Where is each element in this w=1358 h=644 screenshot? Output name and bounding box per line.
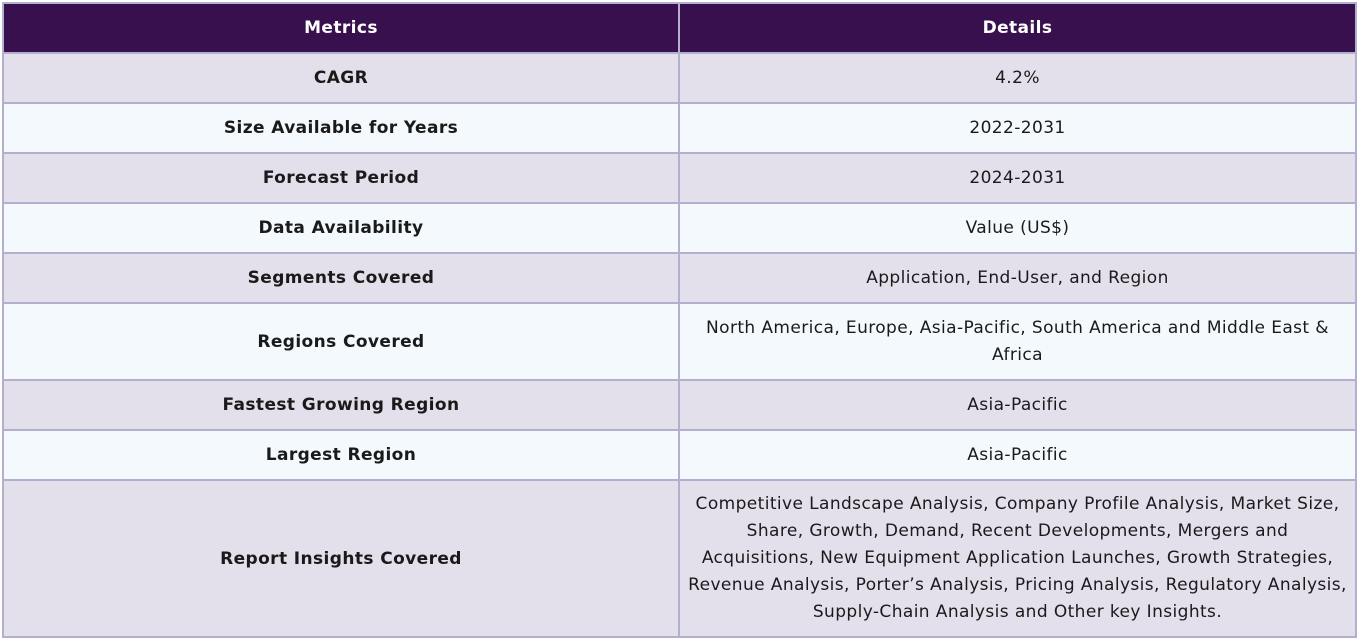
table-row: Report Insights Covered Competitive Land… <box>2 479 1357 638</box>
table-header-row: Metrics Details <box>2 2 1357 54</box>
table-row: Largest Region Asia-Pacific <box>2 429 1357 481</box>
metric-cell: Largest Region <box>2 429 680 481</box>
metric-cell: Forecast Period <box>2 152 680 204</box>
metric-cell: Report Insights Covered <box>2 479 680 638</box>
detail-cell: 4.2% <box>678 52 1357 104</box>
metric-cell: Regions Covered <box>2 302 680 381</box>
column-header-details: Details <box>678 2 1357 54</box>
detail-cell: Competitive Landscape Analysis, Company … <box>678 479 1357 638</box>
table-row: Size Available for Years 2022-2031 <box>2 102 1357 154</box>
column-header-metrics: Metrics <box>2 2 680 54</box>
detail-cell: Asia-Pacific <box>678 379 1357 431</box>
metric-cell: CAGR <box>2 52 680 104</box>
detail-cell: 2022-2031 <box>678 102 1357 154</box>
table-row: CAGR 4.2% <box>2 52 1357 104</box>
metric-cell: Fastest Growing Region <box>2 379 680 431</box>
metric-cell: Size Available for Years <box>2 102 680 154</box>
table-row: Data Availability Value (US$) <box>2 202 1357 254</box>
table-row: Regions Covered North America, Europe, A… <box>2 302 1357 381</box>
detail-cell: Application, End-User, and Region <box>678 252 1357 304</box>
table-row: Forecast Period 2024-2031 <box>2 152 1357 204</box>
table-row: Segments Covered Application, End-User, … <box>2 252 1357 304</box>
metric-cell: Data Availability <box>2 202 680 254</box>
table-row: Fastest Growing Region Asia-Pacific <box>2 379 1357 431</box>
metric-cell: Segments Covered <box>2 252 680 304</box>
detail-cell: Asia-Pacific <box>678 429 1357 481</box>
detail-cell: 2024-2031 <box>678 152 1357 204</box>
detail-cell: North America, Europe, Asia-Pacific, Sou… <box>678 302 1357 381</box>
detail-cell: Value (US$) <box>678 202 1357 254</box>
